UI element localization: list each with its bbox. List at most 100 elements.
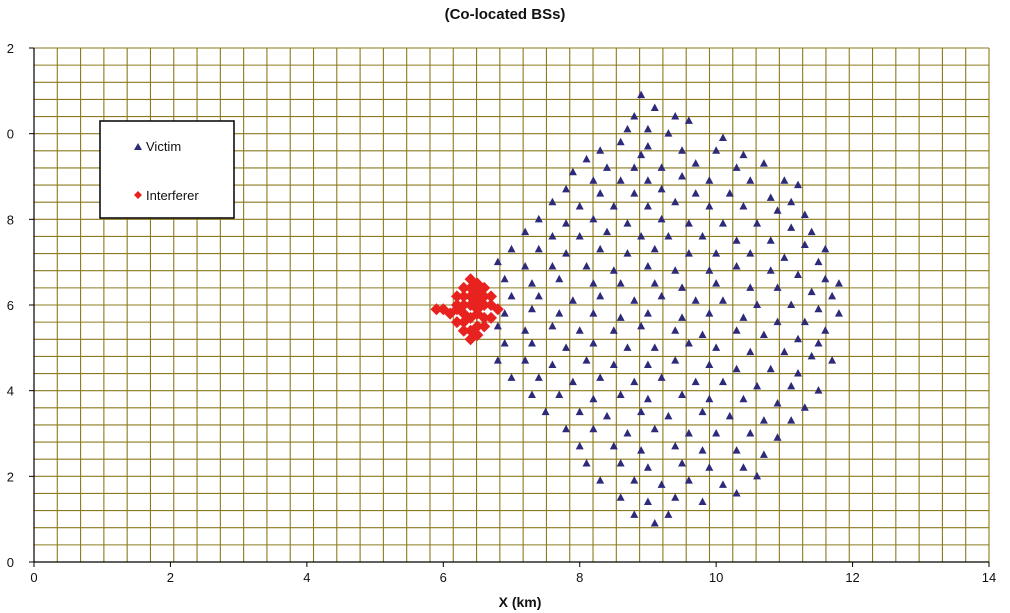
victim-point (794, 369, 802, 377)
victim-point (821, 326, 830, 334)
victim-point (650, 244, 659, 253)
victim-point (521, 261, 530, 270)
victim-point (527, 279, 536, 287)
victim-point (705, 394, 714, 403)
victim-point (828, 291, 837, 300)
victim-point (596, 291, 605, 300)
victim-point (787, 223, 796, 231)
victim-point (623, 249, 632, 257)
victim-point (698, 446, 707, 454)
victim-point (814, 257, 823, 266)
victim-point (705, 201, 714, 210)
interferer-point (464, 324, 477, 337)
victim-point (589, 279, 598, 287)
y-ticks: 0 2 4 6 8 0 2 (7, 41, 34, 570)
victim-point (609, 266, 618, 274)
victim-point (623, 429, 632, 437)
victim-point (807, 287, 816, 296)
victim-point (500, 339, 509, 347)
x-tick-label: 10 (709, 570, 723, 585)
victim-point (637, 90, 646, 99)
victim-point (725, 189, 734, 197)
victim-point (800, 240, 809, 249)
victim-point (657, 163, 666, 171)
y-tick-label: 0 (7, 127, 14, 142)
victim-point (493, 321, 502, 330)
victim-point (691, 377, 700, 386)
victim-point (664, 411, 673, 420)
victim-point (609, 360, 618, 368)
legend-interferer-label: Interferer (146, 188, 199, 203)
victim-point (671, 197, 680, 206)
grid (34, 47, 990, 562)
victim-point (712, 249, 721, 257)
victim-point (657, 373, 666, 381)
victim-point (548, 261, 557, 270)
victim-point (568, 296, 577, 304)
victim-point (766, 266, 775, 274)
victim-point (739, 201, 748, 210)
victim-point (643, 124, 652, 133)
victim-point (684, 429, 693, 437)
interferer-point (485, 299, 498, 311)
interferer-point (450, 303, 463, 316)
victim-point (575, 231, 584, 240)
victim-point (766, 236, 775, 244)
victim-point (548, 321, 557, 330)
victim-point (684, 249, 693, 257)
victim-point (678, 146, 687, 154)
interferer-point (457, 324, 470, 337)
victim-point (616, 176, 625, 184)
victim-point (718, 377, 727, 386)
victim-point (650, 343, 659, 351)
victim-point (589, 339, 598, 347)
victim-point (507, 373, 516, 381)
victim-point (527, 339, 536, 347)
victim-point (732, 261, 741, 270)
victim-point (671, 266, 680, 274)
victim-point (766, 364, 775, 373)
victim-point (521, 326, 530, 334)
victim-point (834, 309, 843, 317)
victim-point (705, 360, 714, 368)
victim-point (623, 124, 632, 133)
victim-point (555, 309, 564, 317)
victim-point (780, 253, 789, 261)
victim-point (507, 244, 516, 253)
interferer-point (450, 316, 463, 329)
victim-point (589, 309, 598, 317)
y-tick-label: 6 (7, 298, 14, 313)
victim-point (821, 274, 830, 283)
victim-point (753, 219, 762, 227)
victim-point (582, 154, 591, 163)
victim-point (616, 313, 625, 321)
interferer-point (471, 303, 484, 316)
legend-victim-marker (134, 143, 142, 150)
y-tick-label: 0 (7, 555, 14, 570)
victim-point (589, 394, 598, 403)
interferer-point (457, 290, 470, 303)
series-interferer (430, 273, 504, 346)
victim-point (596, 244, 605, 253)
victim-point (630, 510, 639, 518)
victim-point (534, 214, 543, 223)
victim-point (582, 356, 591, 364)
victim-point (596, 146, 605, 154)
victim-point (603, 227, 611, 236)
victim-point (630, 476, 639, 484)
victim-point (630, 377, 639, 386)
legend-victim-label: Victim (146, 139, 181, 154)
victim-point (616, 137, 625, 146)
victim-point (637, 321, 646, 330)
victim-point (596, 476, 605, 484)
victim-point (671, 441, 680, 450)
victim-point (712, 279, 721, 287)
x-ticks: 0 2 4 6 8 10 12 14 (30, 562, 996, 585)
victim-point (780, 176, 789, 184)
victim-point (671, 112, 680, 120)
interferer-point (457, 281, 470, 294)
victim-point (596, 189, 605, 197)
victim-point (718, 219, 727, 227)
victim-point (643, 201, 652, 210)
interferer-point (430, 303, 443, 316)
